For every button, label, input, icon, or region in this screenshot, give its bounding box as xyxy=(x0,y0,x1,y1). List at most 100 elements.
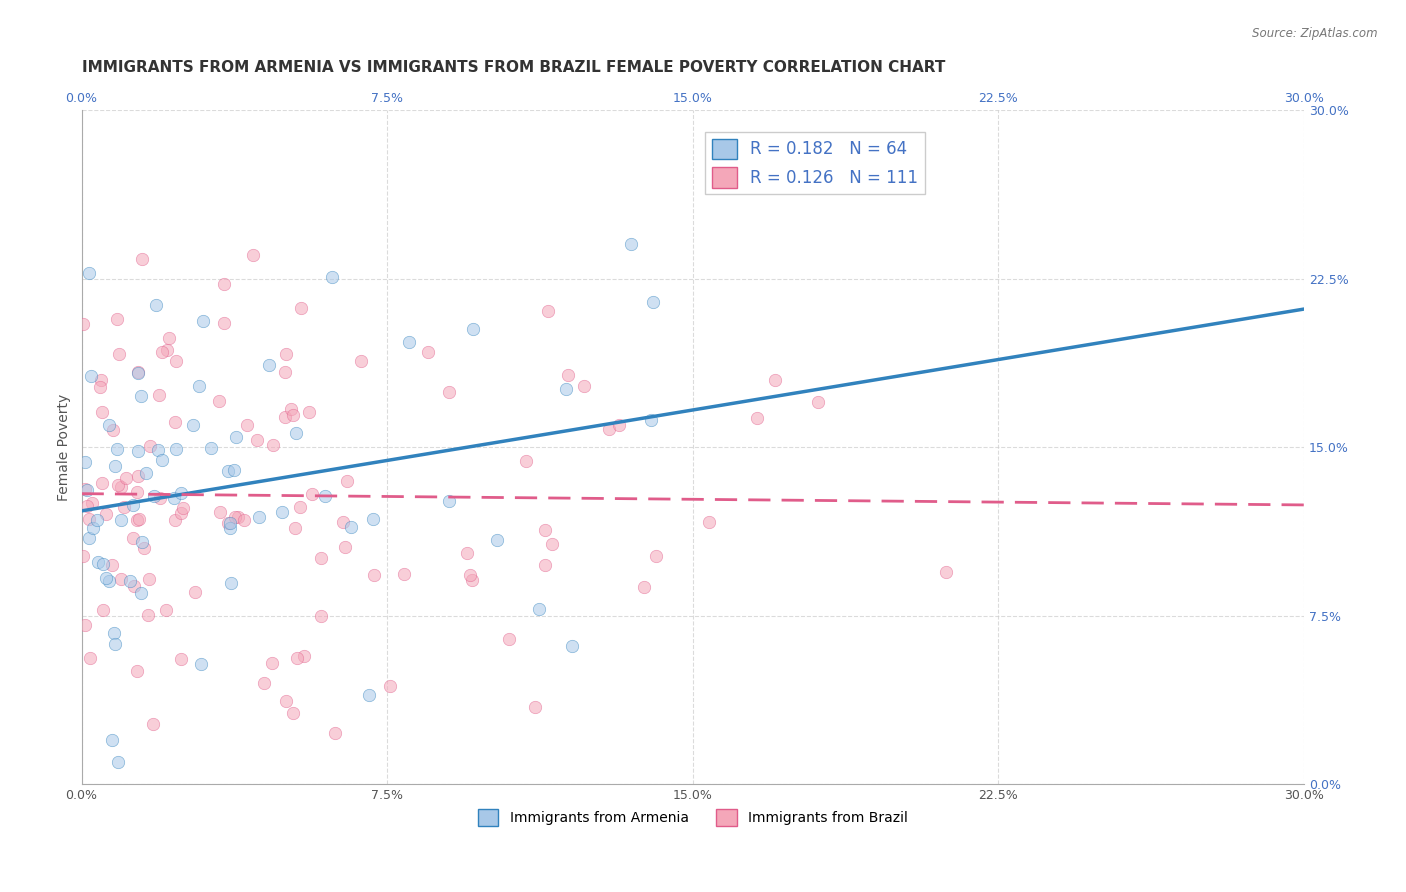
Point xyxy=(219,521,242,535)
Point xyxy=(745,410,768,425)
Point xyxy=(93,603,115,617)
Text: Source: ZipAtlas.com: Source: ZipAtlas.com xyxy=(1253,27,1378,40)
Point xyxy=(172,501,194,516)
Point xyxy=(534,558,557,572)
Point xyxy=(572,379,595,393)
Point xyxy=(290,301,312,315)
Point xyxy=(537,303,560,318)
Point xyxy=(107,755,129,769)
Point xyxy=(332,516,354,530)
Point xyxy=(136,608,159,623)
Point xyxy=(146,443,169,458)
Point xyxy=(163,415,186,429)
Point xyxy=(225,430,247,444)
Point xyxy=(219,516,242,531)
Point xyxy=(138,572,160,586)
Point xyxy=(184,584,207,599)
Point xyxy=(309,551,332,566)
Point xyxy=(378,679,401,693)
Point xyxy=(188,379,211,393)
Point xyxy=(207,393,229,408)
Point xyxy=(150,345,173,359)
Point xyxy=(274,693,297,707)
Point xyxy=(80,369,103,384)
Point xyxy=(105,442,128,456)
Point xyxy=(157,331,180,345)
Point xyxy=(253,676,276,690)
Point xyxy=(437,385,460,400)
Point xyxy=(274,410,297,425)
Point xyxy=(79,650,101,665)
Point xyxy=(135,466,157,480)
Point xyxy=(217,464,239,478)
Point xyxy=(232,513,254,527)
Point xyxy=(281,409,304,423)
Point xyxy=(221,576,243,591)
Point xyxy=(122,578,145,592)
Point xyxy=(285,651,308,665)
Point xyxy=(107,478,129,492)
Point xyxy=(301,487,323,501)
Point xyxy=(104,459,127,474)
Point xyxy=(598,422,620,436)
Point xyxy=(127,365,149,379)
Point xyxy=(246,433,269,447)
Point xyxy=(276,347,298,361)
Point xyxy=(129,389,152,403)
Point xyxy=(77,512,100,526)
Point xyxy=(807,395,830,409)
Legend: Immigrants from Armenia, Immigrants from Brazil: Immigrants from Armenia, Immigrants from… xyxy=(472,804,914,831)
Point xyxy=(73,455,96,469)
Point xyxy=(76,483,98,498)
Point xyxy=(155,343,177,357)
Point xyxy=(98,574,121,589)
Point xyxy=(607,417,630,432)
Point xyxy=(285,425,308,440)
Point xyxy=(120,574,142,589)
Point xyxy=(288,500,311,514)
Point xyxy=(527,601,550,615)
Point xyxy=(271,504,294,518)
Point xyxy=(394,567,416,582)
Point xyxy=(98,417,121,432)
Point xyxy=(94,507,117,521)
Point xyxy=(280,401,302,416)
Point xyxy=(191,313,214,327)
Point xyxy=(242,248,264,262)
Point xyxy=(561,639,583,653)
Point xyxy=(150,453,173,467)
Point xyxy=(100,558,122,572)
Point xyxy=(486,533,509,548)
Point xyxy=(461,573,484,587)
Point xyxy=(458,568,481,582)
Point xyxy=(122,531,145,545)
Point xyxy=(110,513,132,527)
Point xyxy=(350,354,373,368)
Point xyxy=(325,726,347,740)
Point xyxy=(321,269,343,284)
Point xyxy=(127,513,149,527)
Point xyxy=(101,733,124,747)
Point xyxy=(87,555,110,569)
Point xyxy=(165,354,187,368)
Point xyxy=(515,454,537,468)
Point xyxy=(456,546,478,560)
Point xyxy=(76,500,98,514)
Point xyxy=(212,277,235,291)
Point xyxy=(110,480,132,494)
Point xyxy=(340,520,363,534)
Point xyxy=(104,637,127,651)
Point xyxy=(82,496,104,510)
Point xyxy=(361,512,384,526)
Point xyxy=(79,531,101,545)
Point xyxy=(139,439,162,453)
Point xyxy=(398,335,420,350)
Point xyxy=(149,491,172,505)
Point xyxy=(281,706,304,721)
Point xyxy=(640,413,662,427)
Point xyxy=(82,521,104,535)
Point xyxy=(217,516,239,531)
Point xyxy=(247,510,270,524)
Point xyxy=(128,512,150,526)
Point xyxy=(142,716,165,731)
